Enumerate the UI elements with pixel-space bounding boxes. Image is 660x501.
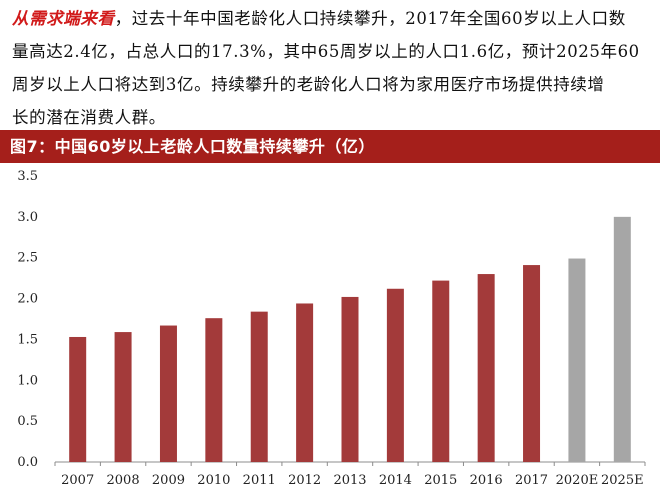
paragraph-line-1: 从需求端来看，过去十年中国老龄化人口持续攀升，2017年全国60岁以上人口数	[12, 2, 660, 35]
x-tick-label: 2020E	[556, 473, 599, 488]
bar-2012	[296, 303, 314, 462]
x-tick-label: 2014	[379, 473, 412, 488]
y-tick-label: 2.0	[17, 292, 38, 307]
bar-2007	[69, 336, 87, 462]
bar-2025e	[613, 216, 631, 462]
x-tick-label: 2008	[107, 473, 140, 488]
bar-2008	[114, 332, 132, 462]
bar-2011	[250, 311, 268, 462]
bar-2017	[523, 265, 541, 462]
y-tick-label: 0.5	[17, 414, 38, 429]
x-tick-label: 2025E	[601, 473, 644, 488]
x-tick-label: 2012	[288, 473, 321, 488]
bar-chart: 0.0 0.5 1.0 1.5 2.0 2.5 3.0 3.5 2007 2008 2009 2010…	[17, 169, 646, 488]
bar-2014	[386, 288, 404, 462]
bar-2015	[432, 280, 450, 462]
paragraph-line-2: 量高达2.4亿，占总人口的17.3%，其中65周岁以上的人口1.6亿，预计202…	[12, 42, 640, 61]
lead-phrase: 从需求端来看	[12, 9, 115, 28]
paragraph-line-4: 长的潜在消费人群。	[12, 108, 166, 127]
x-tick-label: 2009	[152, 473, 185, 488]
intro-paragraph: 从需求端来看，过去十年中国老龄化人口持续攀升，2017年全国60岁以上人口数 量…	[12, 2, 660, 134]
x-tick-label: 2007	[61, 473, 94, 488]
bar-2010	[205, 318, 223, 462]
x-tick-label: 2016	[470, 473, 503, 488]
bar-2020e	[568, 258, 586, 462]
x-tick-label: 2011	[243, 473, 276, 488]
x-tick-label: 2010	[197, 473, 230, 488]
x-tick-label: 2017	[515, 473, 548, 488]
x-tick-label: 2015	[424, 473, 457, 488]
y-tick-label: 2.5	[17, 251, 38, 266]
bar-2016	[477, 274, 495, 462]
figure-caption: 图7：中国60岁以上老龄人口数量持续攀升（亿）	[0, 130, 660, 163]
y-tick-label: 3.0	[17, 210, 38, 225]
y-tick-label: 3.5	[17, 169, 38, 184]
paragraph-line-3: 周岁以上人口将达到3亿。持续攀升的老龄化人口将为家用医疗市场提供持续增	[12, 75, 605, 94]
x-tick-label: 2013	[333, 473, 366, 488]
y-tick-label: 0.0	[17, 455, 38, 470]
y-tick-label: 1.5	[17, 332, 38, 347]
bar-2013	[341, 296, 359, 462]
y-tick-label: 1.0	[17, 373, 38, 388]
line-1-text: ，过去十年中国老龄化人口持续攀升，2017年全国60岁以上人口数	[114, 9, 626, 28]
bar-2009	[159, 325, 177, 462]
